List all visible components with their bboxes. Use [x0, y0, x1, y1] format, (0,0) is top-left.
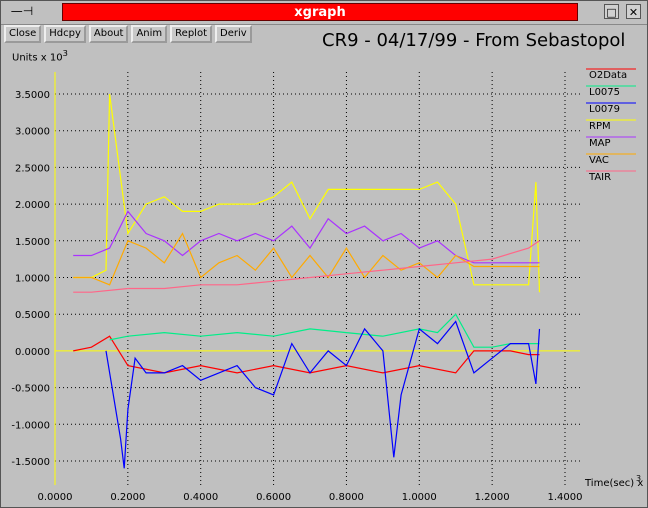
window-pin-icon[interactable]: —⊣ — [10, 4, 34, 18]
x-tick-label: 0.4000 — [183, 492, 218, 503]
y-tick-label: 3.0000 — [15, 127, 50, 138]
x-tick-label: 0.0000 — [38, 492, 73, 503]
y-tick-label: 2.5000 — [15, 163, 50, 174]
x-tick-label: 0.8000 — [329, 492, 364, 503]
toolbar: Close Hdcpy About Anim Replot Deriv — [4, 25, 255, 43]
series-line-o2data — [73, 335, 540, 374]
series-line-map — [73, 210, 540, 264]
x-axis-label-exp: 3 — [636, 474, 641, 483]
x-tick-label: 0.6000 — [256, 492, 291, 503]
about-button[interactable]: About — [88, 25, 129, 43]
series-line-vac — [73, 232, 540, 286]
legend-entry: L0079 — [589, 104, 620, 115]
legend-entry: RPM — [589, 121, 611, 132]
legend-entry: VAC — [589, 155, 609, 166]
window-title: xgraph — [62, 3, 578, 21]
x-tick-label: 1.4000 — [548, 492, 583, 503]
hdcpy-button[interactable]: Hdcpy — [44, 25, 86, 43]
y-tick-label: 0.5000 — [15, 310, 50, 321]
window-close-button[interactable]: ✕ — [626, 4, 641, 19]
y-tick-label: 0.0000 — [15, 347, 50, 358]
y-tick-label: -1.0000 — [11, 420, 50, 431]
series-line-rpm — [73, 93, 541, 293]
y-tick-label: -1.5000 — [11, 457, 50, 468]
close-button[interactable]: Close — [4, 25, 42, 43]
series-line-tair — [73, 240, 540, 293]
y-tick-label: 1.0000 — [15, 274, 50, 285]
legend-entry: O2Data — [589, 70, 627, 81]
plot-title: CR9 - 04/17/99 - From Sebastopol — [322, 30, 626, 51]
series-line-l0079 — [105, 320, 541, 469]
series-line-l0075 — [109, 313, 540, 348]
y-tick-label: 1.5000 — [15, 237, 50, 248]
y-tick-label: -0.5000 — [11, 384, 50, 395]
window-titlebar: —⊣ xgraph □ ✕ — [0, 0, 648, 25]
x-tick-label: 0.2000 — [110, 492, 145, 503]
legend-entry: L0075 — [589, 87, 620, 98]
y-axis-label: Units x 103 — [12, 48, 68, 63]
y-axis-label-exp: 3 — [62, 48, 68, 58]
x-tick-label: 1.2000 — [475, 492, 510, 503]
x-tick-label: 1.0000 — [402, 492, 437, 503]
y-tick-label: 2.0000 — [15, 200, 50, 211]
x-axis-label: Time(sec) x 10 — [584, 478, 648, 489]
deriv-button[interactable]: Deriv — [215, 25, 252, 43]
legend-entry: MAP — [589, 138, 611, 149]
anim-button[interactable]: Anim — [131, 25, 168, 43]
legend-entry: TAIR — [588, 172, 611, 183]
y-axis-label-text: Units x 10 — [12, 52, 63, 64]
y-tick-label: 3.5000 — [15, 90, 50, 101]
window-minimize-button[interactable]: □ — [604, 4, 619, 19]
replot-button[interactable]: Replot — [170, 25, 212, 43]
